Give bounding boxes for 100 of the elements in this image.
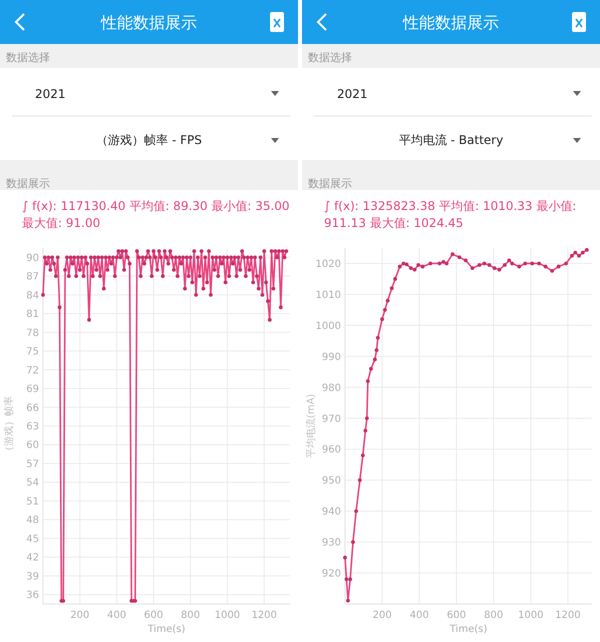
point — [412, 268, 417, 272]
point — [351, 540, 355, 544]
point — [438, 262, 442, 266]
point — [365, 416, 369, 420]
y-axis-title: 平均电流(mA) — [305, 394, 317, 458]
point — [510, 262, 514, 266]
point — [580, 250, 585, 255]
point — [487, 263, 492, 267]
point — [409, 266, 413, 270]
y-tick-label: 60 — [26, 440, 39, 452]
y-tick-label: 42 — [26, 552, 39, 564]
point — [464, 258, 468, 262]
point — [492, 266, 496, 270]
chart-title: 性能数据展示 — [100, 13, 197, 32]
point — [380, 317, 384, 322]
text: ∫ f(x): 117130.40 平均值: 89.30 最小值: 35.00 最大值: 91.00 — [22, 198, 290, 232]
point — [373, 358, 377, 362]
text: 数据选择 — [308, 51, 352, 64]
y-axis-title: （游戏）帧率 — [3, 396, 15, 456]
x-tick-label: 200 — [372, 610, 392, 621]
point — [537, 262, 541, 266]
point — [556, 264, 560, 268]
y-tick-label: 54 — [26, 478, 39, 489]
y-tick-label: 66 — [26, 402, 39, 414]
point — [573, 250, 578, 255]
y-tick-label: 81 — [26, 309, 39, 320]
point — [344, 577, 348, 582]
point — [458, 255, 462, 260]
text: 2021 — [35, 87, 66, 101]
text: 数据展示 — [308, 177, 352, 190]
point — [444, 262, 448, 266]
point — [416, 263, 420, 267]
point — [398, 264, 402, 268]
point — [570, 254, 574, 258]
point — [348, 577, 352, 582]
y-tick-label: 39 — [26, 571, 39, 582]
point — [544, 264, 548, 268]
point — [442, 260, 446, 264]
point — [428, 262, 432, 266]
x-tick-label: 1000 — [214, 610, 240, 621]
point — [507, 258, 512, 262]
y-tick-label: 78 — [26, 328, 39, 339]
point — [523, 262, 528, 266]
x-tick-label: 800 — [484, 610, 504, 621]
point — [390, 286, 394, 290]
y-tick-label: 63 — [26, 422, 39, 432]
y-tick-label: 970 — [322, 414, 341, 425]
x-tick-label: 1200 — [555, 610, 581, 621]
y-tick-label: 48 — [26, 515, 39, 526]
y-tick-label: 940 — [322, 506, 341, 518]
point — [358, 478, 362, 482]
point — [343, 556, 347, 560]
point — [530, 262, 534, 266]
point — [502, 263, 507, 267]
point — [564, 262, 568, 266]
y-tick-label: 72 — [26, 365, 39, 376]
point — [354, 509, 358, 514]
point — [376, 336, 380, 340]
point — [478, 263, 482, 267]
point — [386, 298, 390, 303]
y-tick-label: 90 — [26, 252, 39, 264]
chart-subtitle: 平均电流 - Battery — [398, 133, 504, 147]
y-tick-label: 990 — [322, 352, 341, 363]
y-tick-label: 1010 — [316, 290, 341, 301]
x-tick-label: 400 — [410, 610, 429, 621]
chart-title: 性能数据展示 — [402, 13, 499, 32]
y-tick-label: 45 — [26, 534, 39, 545]
point — [383, 308, 387, 312]
x-tick-label: 1000 — [518, 610, 544, 621]
y-tick-label: 36 — [26, 590, 39, 602]
point — [369, 366, 373, 371]
text: 2021 — [337, 87, 368, 101]
y-tick-label: 69 — [26, 384, 39, 396]
x-tick-label: 600 — [446, 610, 466, 621]
point — [450, 252, 454, 256]
point — [346, 598, 350, 602]
x-tick-label: 400 — [107, 610, 126, 621]
point — [577, 254, 581, 258]
x-tick-label: 200 — [70, 610, 90, 621]
y-tick-label: 1000 — [316, 320, 341, 332]
y-tick-label: 980 — [322, 382, 341, 394]
chart-subtitle: （游戏）帧率 - FPS — [96, 133, 202, 147]
y-tick-label: 920 — [322, 568, 341, 580]
point — [482, 262, 486, 266]
y-tick-label: 930 — [322, 538, 341, 549]
point — [550, 269, 554, 273]
point — [517, 264, 522, 268]
y-tick-label: 950 — [322, 476, 341, 487]
x-tick-label: 800 — [180, 610, 200, 621]
point — [364, 428, 368, 433]
y-tick-label: 51 — [26, 496, 39, 508]
point — [393, 277, 398, 281]
point — [497, 268, 502, 272]
y-tick-label: 960 — [322, 444, 341, 456]
point — [360, 454, 365, 458]
text: 数据展示 — [6, 177, 50, 190]
x-axis-title: Time(s) — [146, 624, 186, 635]
y-tick-label: 84 — [26, 290, 39, 302]
x-axis-title: Time(s) — [448, 624, 488, 635]
text: ∫ f(x): 1325823.38 平均值: 1010.33 最小值: 911.13 最大值: 1024.45 — [324, 198, 578, 232]
